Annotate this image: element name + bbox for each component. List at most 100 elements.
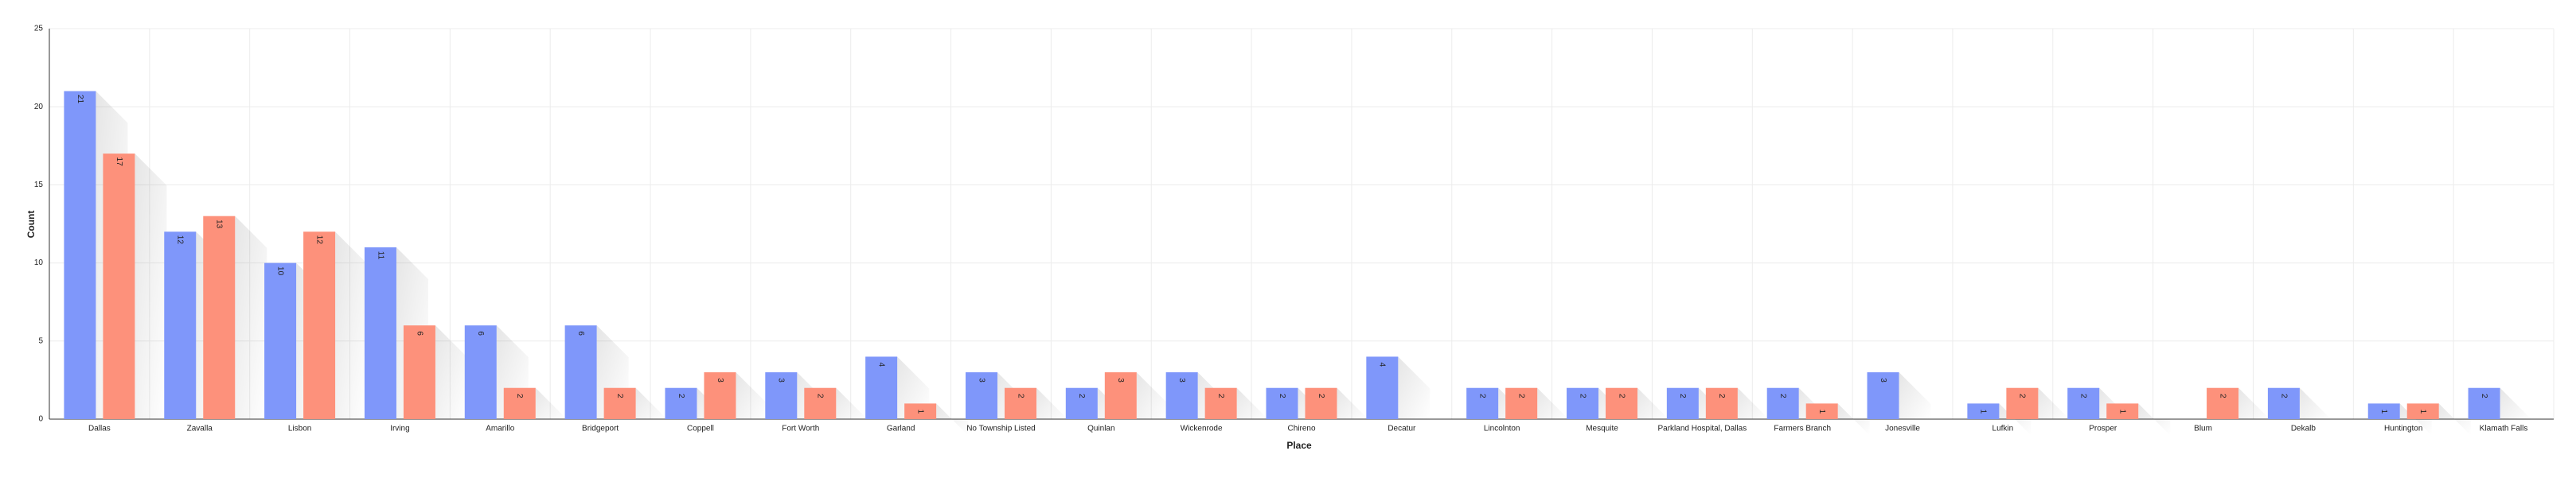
x-tick-label: Parkland Hospital, Dallas	[1658, 425, 1747, 433]
bar-value-label: 1	[2418, 410, 2427, 414]
x-tick-label: Mesquite	[1586, 425, 1618, 433]
x-tick-label: Bridgeport	[582, 425, 619, 433]
bar	[264, 262, 297, 419]
x-tick-label: Coppell	[687, 425, 714, 433]
bar	[2468, 387, 2500, 419]
x-tick-label: Huntington	[2384, 425, 2422, 433]
bar-value-label: 2	[1317, 394, 1325, 398]
bar	[1867, 372, 1899, 419]
bar-shadow	[635, 387, 668, 420]
bar-value-label: 2	[1077, 394, 1086, 398]
bar-value-label: 2	[1278, 394, 1286, 398]
bar-shadow	[1637, 387, 1670, 420]
bar-shadow	[1899, 372, 1931, 419]
bar-shadow	[335, 231, 368, 419]
bar	[364, 247, 396, 419]
bar	[1766, 387, 1799, 419]
bar	[1104, 372, 1137, 419]
y-tick-label: 0	[38, 415, 43, 424]
bar	[164, 231, 197, 419]
bar-shadow	[1398, 356, 1430, 419]
bar-shadow	[135, 154, 167, 419]
x-tick-label: Garland	[887, 425, 915, 433]
bar	[2207, 387, 2239, 419]
x-tick-label: Farmers Branch	[1774, 425, 1831, 433]
bar	[2267, 387, 2300, 419]
bar-shadow	[1136, 372, 1169, 419]
y-tick-label: 25	[34, 25, 44, 33]
bar-value-label: 1	[1979, 410, 1988, 414]
bar-shadow	[2138, 403, 2171, 436]
x-tick-label: Amarillo	[486, 425, 515, 433]
bar-value-label: 1	[2379, 410, 2388, 414]
bar	[2106, 403, 2139, 419]
x-tick-label: Wickenrode	[1181, 425, 1223, 433]
bar-value-label: 2	[2079, 394, 2088, 398]
bar-value-label: 4	[1378, 363, 1387, 367]
y-axis-title: Count	[25, 211, 37, 239]
bar	[603, 387, 636, 419]
bar	[704, 372, 736, 419]
bar	[464, 325, 497, 419]
bar-value-label: 1	[2118, 410, 2127, 414]
bar	[865, 356, 898, 419]
x-tick-label: Fort Worth	[782, 425, 819, 433]
bar-value-label: 2	[1778, 394, 1787, 398]
bar	[1666, 387, 1699, 419]
bar	[1505, 387, 1538, 419]
bar	[2067, 387, 2100, 419]
bar-value-label: 11	[376, 251, 384, 260]
bar-value-label: 3	[1116, 378, 1125, 383]
bar-value-label: 6	[576, 331, 585, 336]
bar-value-label: 10	[275, 266, 284, 276]
bar-value-label: 2	[1578, 394, 1587, 398]
bar-shadow	[1837, 403, 1870, 436]
bar	[103, 154, 135, 419]
bar-value-label: 2	[2018, 394, 2027, 398]
bar-shadow	[1236, 387, 1269, 420]
x-tick-label: Lufkin	[1992, 425, 2014, 433]
bar-value-label: 12	[314, 235, 323, 245]
bar-value-label: 1	[1817, 410, 1826, 414]
bar-shadow	[936, 403, 969, 436]
bar-value-label: 2	[677, 394, 685, 398]
bar-shadow	[736, 372, 768, 419]
bar-value-label: 13	[215, 220, 224, 229]
x-tick-label: Dekalb	[2291, 425, 2316, 433]
bar	[2406, 403, 2439, 419]
bar-value-label: 2	[515, 394, 524, 398]
y-tick-label: 5	[38, 336, 43, 345]
bar	[1165, 372, 1198, 419]
bar-shadow	[235, 216, 267, 419]
bar	[1606, 387, 1638, 419]
bar	[303, 231, 336, 419]
bar	[1366, 356, 1399, 419]
bar-value-label: 2	[615, 394, 624, 398]
bar-value-label: 3	[716, 378, 724, 383]
bar	[965, 372, 997, 419]
bar-value-label: 3	[1879, 378, 1887, 383]
bar-value-label: 2	[2279, 394, 2288, 398]
bar-shadow	[435, 325, 467, 419]
bar-shadow	[836, 387, 868, 420]
bar-value-label: 2	[1678, 394, 1687, 398]
x-tick-label: Decatur	[1388, 425, 1416, 433]
bar	[765, 372, 798, 419]
bar	[1065, 387, 1098, 419]
bar	[564, 325, 597, 419]
bar-value-label: 17	[115, 157, 123, 167]
x-tick-label: Klamath Falls	[2480, 425, 2528, 433]
bar	[1705, 387, 1738, 419]
x-tick-label: Chireno	[1287, 425, 1315, 433]
bar-value-label: 3	[1177, 378, 1186, 383]
bar-shadow	[1337, 387, 1369, 420]
y-tick-label: 20	[34, 103, 44, 111]
bar-value-label: 6	[476, 331, 485, 336]
bar-value-label: 3	[977, 378, 986, 383]
bar-shadow	[2438, 403, 2471, 436]
bar	[503, 387, 536, 419]
bar	[1805, 403, 1838, 419]
bar-value-label: 2	[1216, 394, 1225, 398]
